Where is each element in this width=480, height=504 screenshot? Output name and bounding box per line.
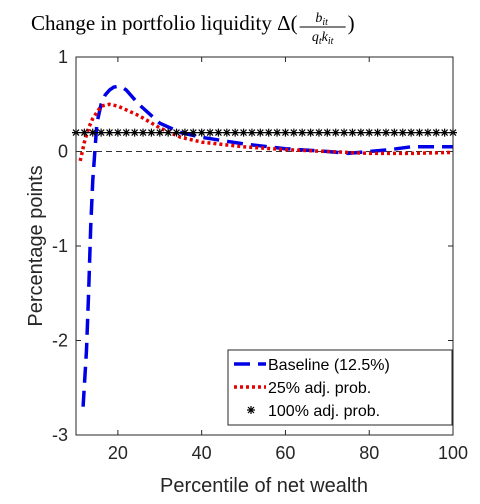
marker bbox=[247, 128, 256, 137]
marker bbox=[88, 128, 97, 137]
marker bbox=[80, 128, 89, 137]
title-text: Change in portfolio liquidity Δ( bbox=[31, 11, 298, 35]
den1: q bbox=[312, 30, 319, 45]
marker bbox=[155, 128, 164, 137]
marker bbox=[147, 128, 156, 137]
marker bbox=[189, 128, 198, 137]
marker bbox=[323, 128, 332, 137]
marker bbox=[407, 128, 416, 137]
title-denominator: qtkit bbox=[312, 30, 334, 47]
x-axis-label: Percentile of net wealth bbox=[160, 475, 368, 497]
num: b bbox=[315, 11, 322, 26]
num-sub: it bbox=[322, 17, 328, 28]
x-tick-label: 40 bbox=[192, 443, 212, 463]
marker bbox=[381, 128, 390, 137]
x-tick-label: 100 bbox=[438, 443, 468, 463]
marker bbox=[356, 128, 365, 137]
marker bbox=[231, 128, 240, 137]
y-tick-label: 0 bbox=[58, 142, 68, 162]
marker bbox=[373, 128, 382, 137]
marker bbox=[390, 128, 399, 137]
marker bbox=[197, 128, 206, 137]
marker bbox=[113, 128, 122, 137]
marker bbox=[264, 128, 273, 137]
marker bbox=[340, 128, 349, 137]
marker bbox=[289, 128, 298, 137]
marker bbox=[348, 128, 357, 137]
legend-label: Baseline (12.5%) bbox=[268, 357, 390, 374]
marker bbox=[105, 128, 114, 137]
x-tick-label: 80 bbox=[359, 443, 379, 463]
marker bbox=[122, 128, 131, 137]
marker bbox=[130, 128, 139, 137]
title-numerator: bit bbox=[315, 11, 328, 28]
series-line bbox=[78, 102, 453, 162]
y-tick-label: -1 bbox=[52, 236, 68, 256]
series-line bbox=[81, 84, 453, 407]
x-tick-label: 20 bbox=[108, 443, 128, 463]
den2: k bbox=[322, 30, 329, 45]
marker bbox=[247, 406, 255, 414]
marker bbox=[331, 128, 340, 137]
den2-sub: it bbox=[328, 36, 334, 47]
marker bbox=[314, 128, 323, 137]
legend-label: 100% adj. prob. bbox=[268, 403, 380, 420]
marker bbox=[206, 128, 215, 137]
marker bbox=[180, 128, 189, 137]
marker bbox=[222, 128, 231, 137]
legend-label: 25% adj. prob. bbox=[268, 380, 371, 397]
marker bbox=[306, 128, 315, 137]
x-tick-label: 60 bbox=[275, 443, 295, 463]
marker bbox=[365, 128, 374, 137]
marker bbox=[423, 128, 432, 137]
marker bbox=[432, 128, 441, 137]
y-tick-label: 1 bbox=[58, 47, 68, 67]
marker bbox=[239, 128, 248, 137]
marker bbox=[139, 128, 148, 137]
marker bbox=[97, 128, 106, 137]
y-axis-label: Percentage points bbox=[25, 165, 47, 326]
den1-sub: t bbox=[319, 36, 322, 47]
marker bbox=[164, 128, 173, 137]
marker bbox=[256, 128, 265, 137]
marker bbox=[172, 128, 181, 137]
marker bbox=[440, 128, 449, 137]
marker bbox=[398, 128, 407, 137]
marker bbox=[273, 128, 282, 137]
y-tick-label: -2 bbox=[52, 331, 68, 351]
y-tick-label: -3 bbox=[52, 425, 68, 445]
marker bbox=[298, 128, 307, 137]
title-close: ) bbox=[348, 11, 355, 35]
marker bbox=[415, 128, 424, 137]
chart-title: Change in portfolio liquidity Δ( bbox=[31, 11, 298, 35]
marker bbox=[214, 128, 223, 137]
plot-frame bbox=[75, 56, 454, 436]
marker bbox=[281, 128, 290, 137]
